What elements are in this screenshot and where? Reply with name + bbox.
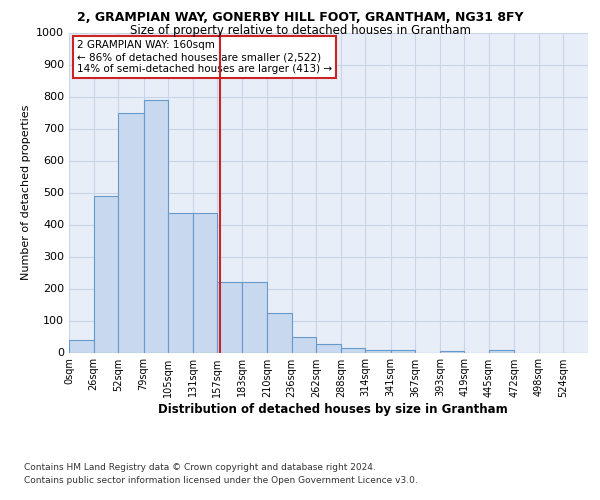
Bar [267,312,292,352]
Bar [365,350,391,352]
Bar [217,282,242,352]
Bar [489,350,514,352]
Bar [341,348,365,352]
Bar [193,214,217,352]
Text: Contains HM Land Registry data © Crown copyright and database right 2024.: Contains HM Land Registry data © Crown c… [24,462,376,471]
Bar [118,112,143,352]
Bar [391,350,415,352]
Text: 2 GRAMPIAN WAY: 160sqm
← 86% of detached houses are smaller (2,522)
14% of semi-: 2 GRAMPIAN WAY: 160sqm ← 86% of detached… [77,40,332,74]
Text: Size of property relative to detached houses in Grantham: Size of property relative to detached ho… [130,24,470,37]
Bar [316,344,341,352]
Bar [242,282,267,352]
Bar [168,214,193,352]
Text: 2, GRAMPIAN WAY, GONERBY HILL FOOT, GRANTHAM, NG31 8FY: 2, GRAMPIAN WAY, GONERBY HILL FOOT, GRAN… [77,11,523,24]
Bar [292,336,316,352]
Text: Contains public sector information licensed under the Open Government Licence v3: Contains public sector information licen… [24,476,418,485]
Y-axis label: Number of detached properties: Number of detached properties [20,105,31,280]
Bar [69,340,94,352]
Bar [440,351,464,352]
Text: Distribution of detached houses by size in Grantham: Distribution of detached houses by size … [158,402,508,415]
Bar [143,100,168,352]
Bar [94,196,118,352]
